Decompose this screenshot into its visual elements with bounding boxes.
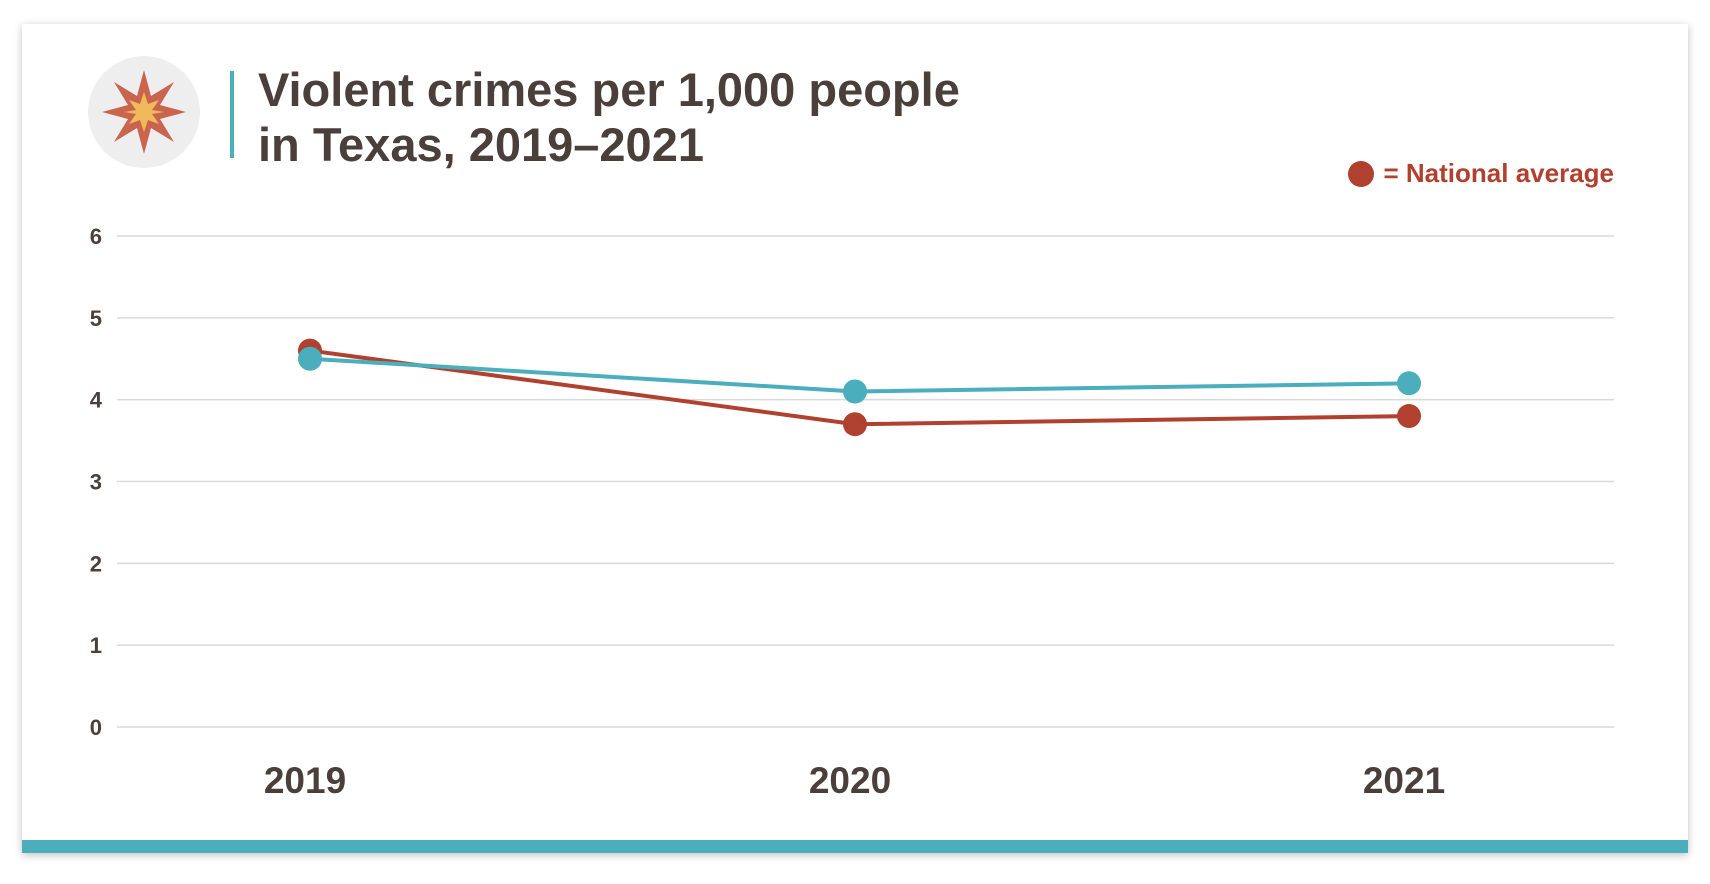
- x-tick-label: 2019: [264, 760, 346, 801]
- legend-national-dot: [1347, 160, 1374, 187]
- data-point-national-average: [843, 412, 867, 437]
- data-point-texas: [843, 379, 867, 404]
- y-tick-label: 2: [90, 551, 102, 576]
- chart-title: Violent crimes per 1,000 people in Texas…: [258, 62, 960, 172]
- data-point-national-average: [1397, 404, 1421, 429]
- y-tick-label: 1: [90, 633, 102, 658]
- title-line-1: Violent crimes per 1,000 people: [258, 63, 960, 116]
- y-tick-label: 4: [90, 388, 103, 413]
- x-tick-label: 2020: [809, 760, 891, 801]
- data-point-texas: [1397, 371, 1421, 396]
- y-tick-label: 5: [90, 306, 102, 331]
- x-tick-label: 2021: [1363, 760, 1445, 801]
- y-tick-label: 3: [90, 470, 102, 495]
- legend-label: = National average: [1383, 158, 1615, 188]
- y-tick-label: 0: [90, 715, 102, 740]
- title-line-2: in Texas, 2019–2021: [258, 118, 704, 171]
- title-accent-rule: [230, 71, 234, 158]
- chart-card: Violent crimes per 1,000 people in Texas…: [22, 24, 1688, 853]
- data-point-texas: [298, 346, 322, 371]
- bottom-accent-bar: [22, 840, 1688, 853]
- explosion-icon: [88, 56, 200, 168]
- legend: = National average: [1347, 158, 1615, 189]
- y-tick-label: 6: [90, 224, 102, 249]
